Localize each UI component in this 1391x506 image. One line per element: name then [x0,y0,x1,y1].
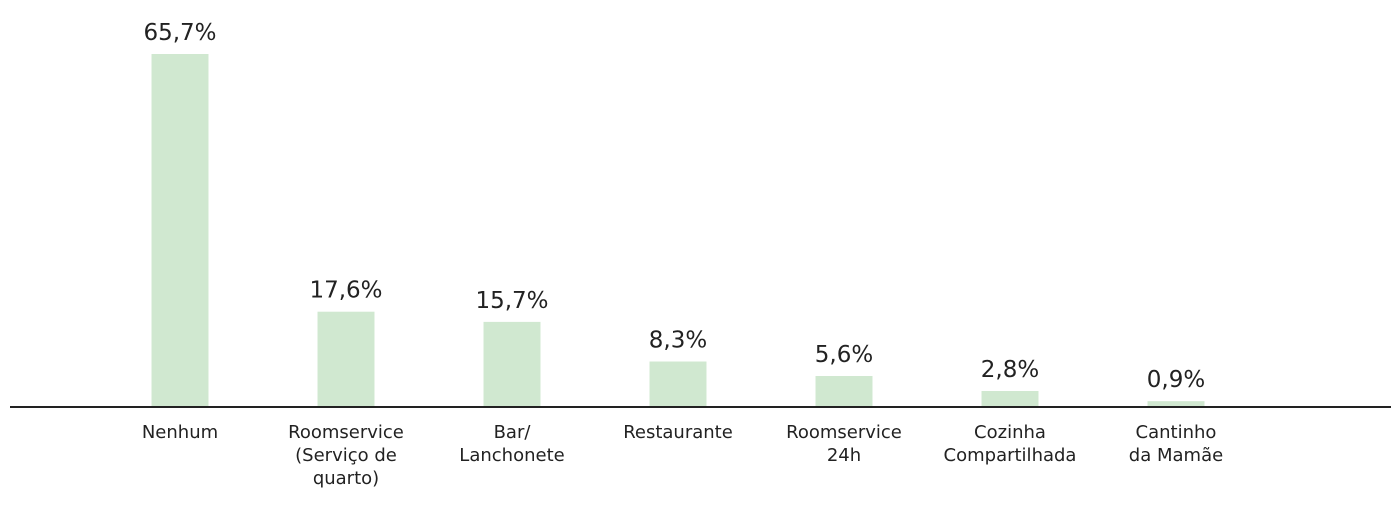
category-label: Cozinha Compartilhada [944,422,1077,466]
value-label: 15,7% [475,288,548,314]
category-label: Bar/Lanchonete [459,422,564,466]
bar [151,54,209,406]
bar [317,311,375,406]
value-label: 8,3% [649,328,707,354]
value-label: 2,8% [981,357,1039,383]
category-label: Restaurante [623,422,733,443]
category-label: Roomservice 24h [786,422,902,466]
value-label: 65,7% [143,20,216,46]
value-label: 5,6% [815,342,873,368]
bar [981,390,1039,406]
category-label: Cantinho da Mamãe [1129,422,1223,466]
bar [1147,401,1205,406]
bar [649,361,707,406]
bar [815,375,873,406]
category-label: Roomservice (Serviço de quarto) [288,422,404,489]
value-label: 0,9% [1147,367,1205,393]
category-label: Nenhum [142,422,218,443]
bar [483,321,541,406]
value-label: 17,6% [309,278,382,304]
